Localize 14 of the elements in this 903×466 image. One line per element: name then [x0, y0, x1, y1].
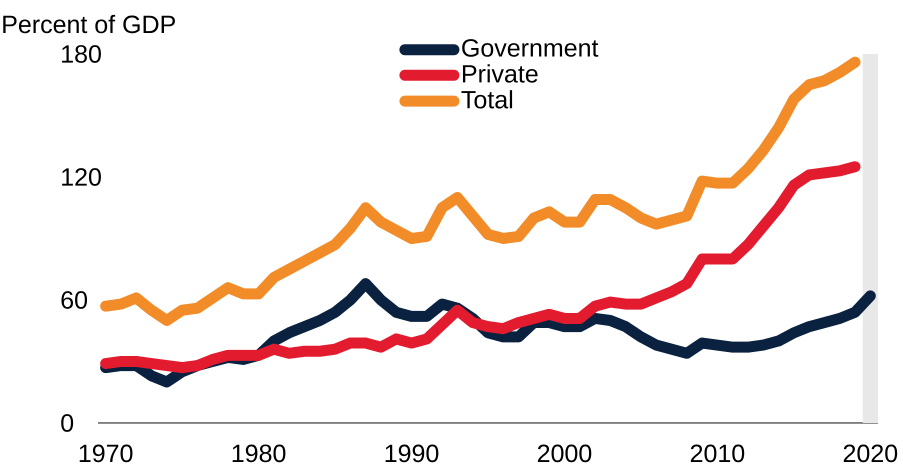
x-tick-label: 1980 — [232, 444, 286, 462]
x-tick-label: 2000 — [538, 444, 592, 462]
legend-label: Private — [462, 64, 538, 83]
y-tick-label: 0 — [61, 414, 74, 432]
y-tick-label: 180 — [62, 45, 101, 63]
x-tick-label: 2020 — [844, 444, 898, 462]
legend-label: Total — [461, 90, 512, 109]
y-axis-title: Percent of GDP — [3, 14, 175, 34]
x-tick-label: 2010 — [690, 444, 744, 462]
y-tick-label: 60 — [61, 291, 88, 309]
x-tick-label: 1990 — [386, 444, 438, 462]
x-tick-label: 1970 — [80, 444, 132, 462]
y-tick-label: 120 — [62, 168, 101, 186]
legend-label: Government — [462, 39, 598, 57]
